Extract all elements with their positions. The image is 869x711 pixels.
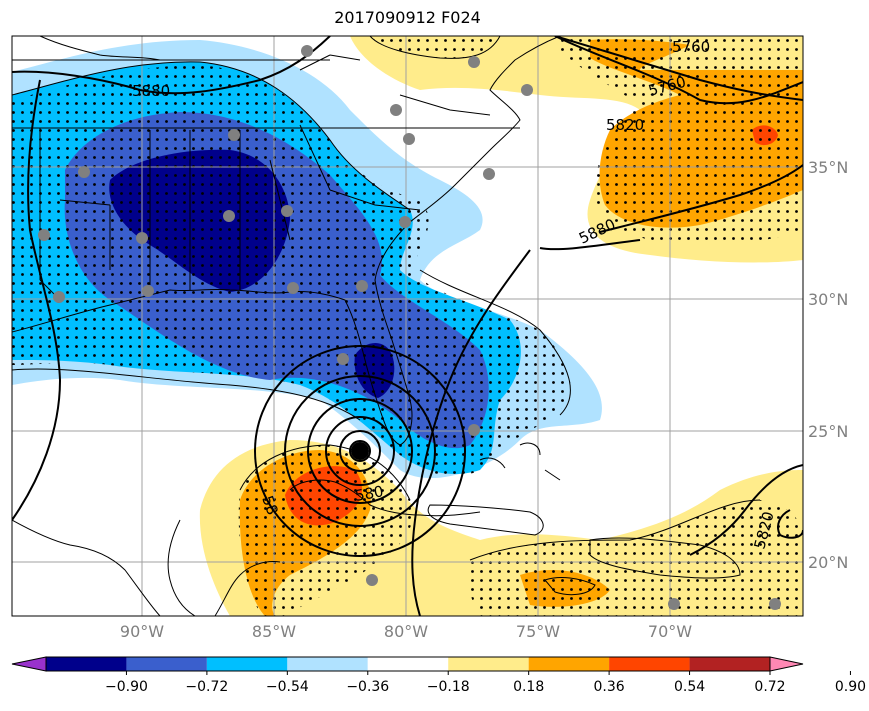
station-dot — [53, 291, 65, 303]
station-dot — [521, 84, 533, 96]
lon-label: 90°W — [120, 622, 164, 641]
colorbar-tick-label: 0.54 — [674, 679, 705, 695]
station-dot — [78, 166, 90, 178]
lat-label: 35°N — [808, 158, 848, 177]
colorbar-tick-label: 0.90 — [835, 679, 866, 695]
station-dot — [403, 133, 415, 145]
colorbar-border — [45, 656, 771, 672]
station-dot — [142, 285, 154, 297]
colorbar-segment — [206, 657, 288, 671]
colorbar-extend-high — [769, 656, 804, 672]
colorbar-tick-label: 0.18 — [513, 679, 544, 695]
station-dot — [483, 168, 495, 180]
colorbar-extend-low — [11, 656, 47, 672]
colorbar-segment — [528, 657, 610, 671]
station-dot — [668, 598, 680, 610]
lat-label: 20°N — [808, 553, 848, 572]
station-markers — [38, 45, 781, 610]
colorbar-tick-label: 0.72 — [754, 679, 785, 695]
contour-label: 5880 — [132, 82, 170, 100]
contour-label: 5760 — [672, 38, 710, 56]
station-dot — [366, 574, 378, 586]
colorbar-segment — [609, 657, 690, 671]
station-dot — [223, 210, 235, 222]
station-dot — [769, 598, 781, 610]
station-dot — [399, 216, 411, 228]
lat-lon-grid — [12, 36, 803, 616]
map-frame — [11, 35, 804, 617]
colorbar-segment — [689, 657, 770, 671]
map-plot-area: 5880 5760 5820 5880 5820 58 580 5760 — [12, 36, 803, 616]
contour-label: 58 — [258, 493, 281, 517]
lon-label: 75°W — [516, 622, 560, 641]
storm-center-marker — [351, 442, 369, 460]
lat-label: 25°N — [808, 422, 848, 441]
station-dot — [468, 424, 480, 436]
station-dot — [301, 45, 313, 57]
lon-label: 80°W — [384, 622, 428, 641]
map-title: 2017090912 F024 — [334, 8, 481, 27]
colorbar-tick-label: 0.36 — [594, 679, 625, 695]
colorbar-tick-label: −0.36 — [346, 679, 389, 695]
height-contours — [12, 36, 803, 616]
colorbar-segment — [46, 657, 127, 671]
coastlines-borders — [12, 36, 741, 616]
lat-label: 30°N — [808, 290, 848, 309]
station-dot — [390, 104, 402, 116]
colorbar-segment — [367, 657, 449, 671]
colorbar-tick-label: −0.54 — [266, 679, 309, 695]
anomaly-contours — [12, 36, 761, 561]
lon-label: 70°W — [648, 622, 692, 641]
contour-label: 580 — [354, 482, 385, 505]
station-dot — [356, 280, 368, 292]
station-dot — [281, 205, 293, 217]
stipple-region-northeast — [370, 36, 803, 246]
colorbar-segment — [287, 657, 368, 671]
colorbar: −0.90 −0.72 −0.54 −0.36 −0.18 0.18 0.36 0.54 0.7… — [11, 656, 866, 695]
colorbar-tick-label: −0.90 — [105, 679, 148, 695]
stipple-region-south — [238, 445, 803, 616]
contour-label: 5820 — [606, 116, 644, 134]
station-dot — [136, 232, 148, 244]
station-dot — [468, 56, 480, 68]
station-dot — [228, 129, 240, 141]
station-dot — [38, 229, 50, 241]
station-dot — [287, 282, 299, 294]
station-dot — [337, 353, 349, 365]
colorbar-segment — [448, 657, 529, 671]
colorbar-tick-label: −0.18 — [427, 679, 470, 695]
colorbar-segment — [126, 657, 207, 671]
lon-label: 85°W — [252, 622, 296, 641]
colorbar-tick-label: −0.72 — [185, 679, 228, 695]
